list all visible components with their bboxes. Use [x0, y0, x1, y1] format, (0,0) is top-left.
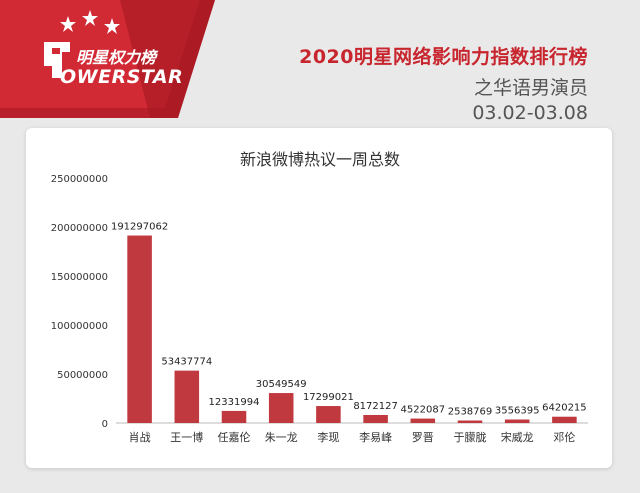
bar-value-label: 30549549: [256, 379, 307, 390]
x-tick-label: 邓伦: [553, 430, 575, 444]
x-tick-label: 朱一龙: [265, 431, 298, 444]
y-tick-label: 250000000: [51, 174, 108, 185]
date-range: 03.02-03.08: [472, 102, 588, 124]
bar-value-label: 191297062: [111, 222, 168, 233]
bar: [316, 406, 341, 423]
x-tick-label: 罗晋: [412, 431, 434, 444]
bar-value-label: 8172127: [353, 401, 398, 412]
bar: [127, 235, 152, 423]
page-title: 2020明星网络影响力指数排行榜: [299, 46, 588, 68]
y-tick-label: 50000000: [57, 370, 108, 381]
logo-english: OWERSTAR: [60, 66, 184, 88]
bar-value-label: 2538769: [448, 407, 493, 418]
bar-value-label: 53437774: [161, 357, 212, 368]
y-tick-label: 150000000: [51, 272, 108, 283]
chart-title: 新浪微博热议一周总数: [239, 150, 400, 169]
title-block: 2020明星网络影响力指数排行榜 之华语男演员 03.02-03.08: [299, 42, 588, 124]
bar: [174, 370, 200, 423]
y-tick-label: 0: [102, 419, 108, 430]
header-banner: [0, 0, 215, 118]
bar: [268, 393, 294, 423]
bar: [410, 418, 436, 423]
bar: [363, 414, 388, 423]
logo-chinese: 明星权力榜: [76, 48, 157, 67]
bar-value-label: 17299021: [303, 392, 354, 403]
bar: [504, 419, 530, 423]
bar-value-label: 3556395: [495, 406, 540, 417]
page-subtitle: 之华语男演员: [473, 77, 588, 99]
y-tick-label: 100000000: [51, 321, 108, 332]
bar-value-label: 4522087: [401, 405, 446, 416]
x-tick-label: 李现: [317, 430, 339, 444]
x-tick-label: 李易峰: [359, 430, 392, 444]
bar: [552, 416, 577, 423]
x-tick-label: 王一博: [170, 431, 203, 444]
bar: [457, 420, 483, 423]
x-tick-label: 于朦胧: [454, 430, 487, 444]
bar-value-label: 6420215: [542, 403, 587, 414]
bar-value-label: 12331994: [209, 397, 260, 408]
y-tick-label: 200000000: [51, 223, 108, 234]
x-tick-label: 任嘉伦: [218, 430, 251, 444]
bar: [221, 410, 247, 423]
x-tick-label: 肖战: [129, 430, 151, 444]
x-tick-label: 宋威龙: [501, 430, 534, 444]
